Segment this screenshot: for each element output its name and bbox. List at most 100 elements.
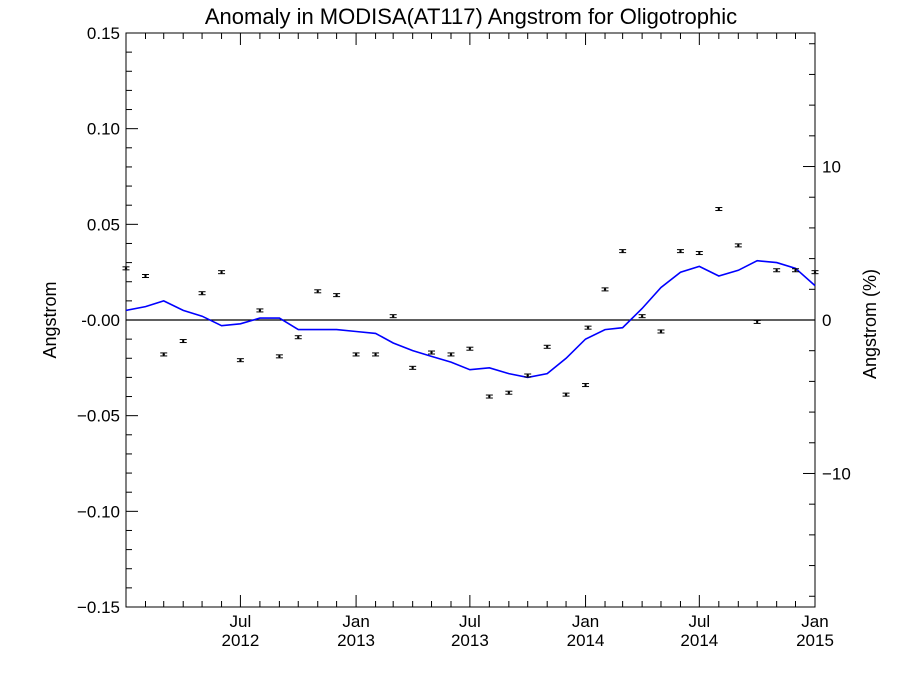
y2-tick-label: −10 xyxy=(822,464,851,483)
data-point xyxy=(811,270,819,275)
y-tick-label: −0.15 xyxy=(77,598,120,617)
point-marker xyxy=(603,288,607,291)
data-point xyxy=(179,339,187,344)
tick-labels: 0.15 0.10 0.05 -0.00 −0.05 −0.10 −0.15 10 0 −10 Ju… xyxy=(77,24,851,650)
point-marker xyxy=(698,251,701,255)
point-marker xyxy=(813,270,817,274)
data-point xyxy=(657,329,665,334)
data-point xyxy=(601,287,609,292)
y2-axis-label: Angstrom (%) xyxy=(860,269,880,379)
point-marker xyxy=(258,309,262,312)
series-line xyxy=(125,259,816,379)
point-marker xyxy=(162,353,165,356)
x-tick-month: Jul xyxy=(688,612,710,631)
point-marker xyxy=(488,395,491,398)
x-tick-month: Jul xyxy=(230,612,252,631)
point-marker xyxy=(564,393,568,396)
point-marker xyxy=(794,269,797,272)
data-point xyxy=(333,293,341,298)
y2-tick-label: 10 xyxy=(822,158,841,177)
x-tick-year: 2013 xyxy=(451,631,489,650)
point-marker xyxy=(411,366,414,370)
data-point xyxy=(389,314,397,319)
point-marker xyxy=(200,292,204,295)
x-tick-month: Jan xyxy=(572,612,599,631)
data-point xyxy=(734,243,742,248)
point-marker xyxy=(584,383,587,387)
data-point xyxy=(638,314,646,319)
data-point xyxy=(428,350,436,355)
data-point xyxy=(485,394,493,399)
point-marker xyxy=(775,269,778,272)
point-marker xyxy=(679,249,682,253)
point-marker xyxy=(182,339,185,343)
point-marker xyxy=(755,320,759,324)
point-marker xyxy=(659,330,663,333)
data-point xyxy=(447,352,455,357)
y-tick-label: −0.05 xyxy=(77,407,120,426)
point-marker xyxy=(316,290,319,293)
data-point xyxy=(160,352,168,357)
running-mean-line xyxy=(125,259,816,379)
data-point xyxy=(543,344,551,349)
data-point xyxy=(256,308,264,313)
point-marker xyxy=(430,351,433,354)
data-point xyxy=(314,289,322,294)
data-point xyxy=(275,354,283,359)
point-marker xyxy=(526,374,529,377)
point-marker xyxy=(124,267,128,270)
data-point xyxy=(122,266,130,271)
point-marker xyxy=(278,355,281,358)
y-axis-label: Angstrom xyxy=(40,281,60,358)
y-tick-label: -0.00 xyxy=(81,311,120,330)
data-point xyxy=(505,390,513,395)
data-point xyxy=(582,383,590,388)
point-marker xyxy=(737,244,740,247)
point-marker xyxy=(545,345,549,348)
x-tick-year: 2015 xyxy=(796,631,834,650)
y2-tick-label: 0 xyxy=(822,311,831,330)
data-point xyxy=(676,249,684,254)
data-point xyxy=(619,249,627,254)
point-marker xyxy=(717,207,721,211)
data-point xyxy=(773,268,781,273)
data-point xyxy=(695,251,703,256)
point-marker xyxy=(144,274,147,278)
data-point xyxy=(198,291,206,296)
chart-title: Anomaly in MODISA(AT117) Angstrom for Ol… xyxy=(205,4,737,29)
x-tick-month: Jul xyxy=(459,612,481,631)
point-marker xyxy=(640,314,644,318)
point-marker xyxy=(586,326,590,329)
data-point xyxy=(562,392,570,397)
series-points xyxy=(122,207,819,399)
y-tick-label: −0.10 xyxy=(77,502,120,521)
point-marker xyxy=(220,270,223,274)
data-point xyxy=(753,319,761,324)
data-point xyxy=(372,352,380,357)
data-point xyxy=(409,365,417,370)
y-tick-label: 0.15 xyxy=(87,24,120,43)
point-marker xyxy=(449,353,453,356)
point-marker xyxy=(335,293,338,297)
data-point xyxy=(141,273,149,278)
point-marker xyxy=(374,353,377,356)
data-point xyxy=(792,268,800,273)
point-marker xyxy=(621,249,624,253)
x-tick-year: 2014 xyxy=(567,631,605,650)
x-tick-year: 2013 xyxy=(337,631,375,650)
data-point xyxy=(524,373,532,378)
x-tick-year: 2014 xyxy=(680,631,718,650)
x-tick-month: Jan xyxy=(342,612,369,631)
point-marker xyxy=(468,347,472,350)
x-tick-year: 2012 xyxy=(222,631,260,650)
point-marker xyxy=(239,358,242,362)
point-marker xyxy=(391,314,395,318)
data-point xyxy=(352,352,360,357)
point-marker xyxy=(354,353,358,356)
data-point xyxy=(584,325,592,330)
point-marker xyxy=(297,336,300,339)
data-point xyxy=(294,335,302,340)
point-marker xyxy=(507,391,511,394)
data-point xyxy=(236,358,244,363)
